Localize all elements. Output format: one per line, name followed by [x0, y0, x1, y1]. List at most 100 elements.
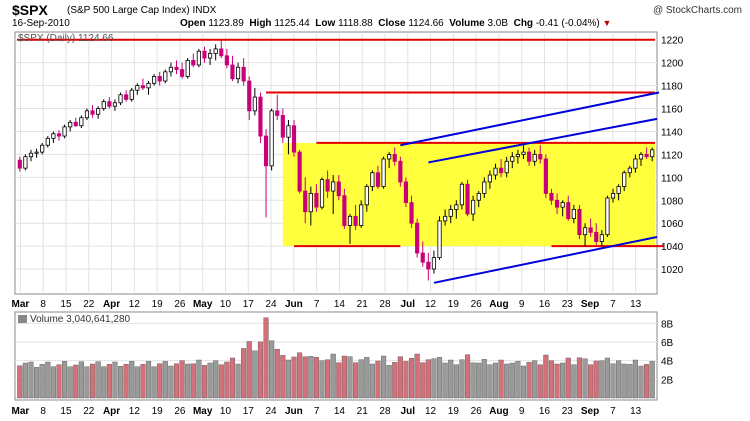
price-tick-label: 1020 [661, 265, 684, 276]
x-tick-label: 9 [519, 299, 525, 310]
x-tick-label: 14 [334, 299, 346, 310]
upper-trendline [400, 91, 660, 147]
x-tick-label: Apr [103, 406, 120, 417]
candle-body [392, 153, 397, 162]
candle-body [599, 234, 604, 242]
x-tick-label: 19 [152, 406, 164, 417]
volume-bar [22, 362, 28, 399]
volume-bar [145, 361, 152, 399]
candle-body [28, 152, 34, 158]
volume-bar [252, 350, 258, 399]
volume-bar [56, 364, 62, 399]
candle-body [627, 167, 632, 174]
x-tick-label: 21 [357, 299, 369, 310]
candle-body [571, 209, 576, 220]
volume-bar [168, 365, 174, 399]
candle-body [157, 76, 162, 82]
candle-body [129, 89, 134, 100]
candle-body [370, 172, 375, 187]
volume-bar [34, 367, 40, 399]
x-tick-label: Sep [581, 299, 599, 310]
candle-body [543, 158, 548, 194]
volume-tick-label: 8B [661, 319, 674, 330]
price-tick-label: 1040 [661, 242, 684, 253]
low-value: 1118.88 [338, 18, 373, 29]
volume-bar [330, 353, 336, 399]
volume-bar [498, 359, 504, 399]
candle-body [241, 66, 246, 82]
volume-bar [610, 363, 616, 399]
volume-bar [459, 359, 465, 399]
x-tick-label: 26 [471, 299, 483, 310]
volume-bar [632, 359, 638, 399]
volume-bar [403, 361, 409, 399]
volume-bar [325, 359, 331, 399]
price-tick-label: 1200 [661, 59, 684, 70]
volume-bar [257, 341, 263, 399]
price-tick-label: 1100 [661, 173, 683, 184]
lower-trendline [433, 235, 658, 284]
candle-body [347, 215, 353, 226]
volume-bar [409, 358, 415, 399]
volume-bar [28, 361, 34, 399]
x-tick-label: 7 [610, 299, 616, 310]
volume-bar [470, 362, 476, 399]
volume-bar [67, 366, 73, 399]
x-tick-label: 19 [152, 299, 164, 310]
volume-bar [582, 358, 588, 399]
candle-body [291, 125, 297, 153]
volume-legend-swatch [18, 315, 27, 323]
volume-bar [560, 362, 566, 399]
volume-tick-label: 2B [661, 375, 674, 386]
close-label: Close [378, 18, 406, 29]
x-tick-label: 22 [83, 299, 95, 310]
volume-bar [515, 361, 521, 399]
candle-body [146, 82, 151, 89]
candle-body [163, 71, 168, 82]
candle-body [594, 231, 599, 242]
x-tick-label: 10 [220, 406, 232, 417]
x-tick-label: Sep [581, 406, 599, 417]
candle-body [325, 179, 330, 192]
candle-body [554, 199, 560, 208]
candle-body [426, 261, 431, 270]
volume-tick-label: 6B [661, 338, 674, 349]
candle-body [387, 153, 392, 160]
x-tick-label: Jul [401, 406, 416, 417]
volume-bar [616, 360, 622, 399]
volume-bar [173, 363, 180, 399]
x-tick-label: Jun [285, 299, 303, 310]
x-tick-label: 19 [448, 299, 460, 310]
candle-body [331, 181, 336, 192]
volume-bar [532, 360, 538, 399]
candle-body [448, 209, 453, 217]
candle-body [124, 94, 129, 100]
x-tick-label: Apr [103, 299, 120, 310]
candle-body [359, 204, 364, 226]
candle-body [34, 151, 39, 154]
candle-body [286, 125, 291, 138]
volume-bar [543, 354, 549, 399]
candle-body [196, 50, 201, 66]
volume-bar [599, 360, 605, 399]
candle-body [420, 252, 425, 263]
candle-body [538, 153, 543, 160]
candle-body [185, 59, 190, 77]
x-tick-label: 13 [630, 406, 642, 417]
open-label: Open [180, 18, 206, 29]
exchange: INDX [192, 5, 217, 16]
volume-bar [453, 364, 459, 399]
volume-bar [78, 361, 84, 399]
volume-bar [644, 364, 650, 399]
candle-body [437, 220, 442, 258]
x-tick-label: May [193, 406, 213, 417]
volume-bar [537, 364, 543, 399]
x-tick-label: Mar [12, 406, 30, 417]
volume-bar [369, 363, 375, 399]
candle-body [219, 48, 224, 57]
x-tick-label: 7 [610, 406, 616, 417]
x-tick-label: 19 [448, 406, 460, 417]
candle-body [549, 192, 554, 201]
candle-body [180, 69, 185, 77]
volume-bar [129, 361, 135, 399]
